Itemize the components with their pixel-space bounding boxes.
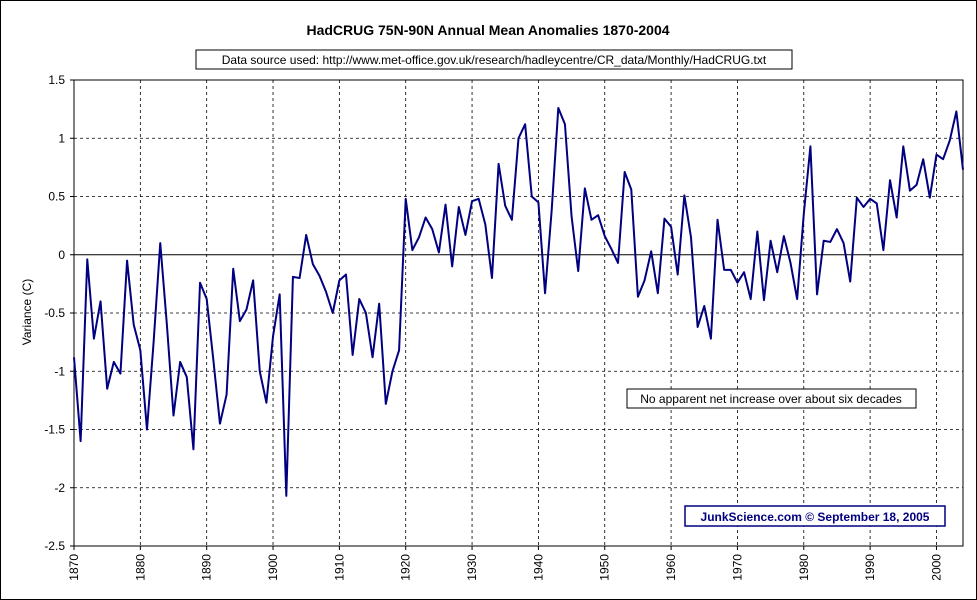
x-tick-label: 1950 <box>598 554 612 581</box>
series-layer <box>73 106 964 497</box>
y-axis-label: Variance (C) <box>20 279 34 345</box>
y-tick-label: 0 <box>58 248 65 262</box>
y-tick-label: -1.5 <box>44 423 65 437</box>
annotation-text: No apparent net increase over about six … <box>640 392 902 406</box>
x-tick-label: 1880 <box>133 554 147 581</box>
annotation-box <box>626 388 917 409</box>
x-tick-label: 1870 <box>67 554 81 581</box>
x-tick-label: 1890 <box>200 554 214 581</box>
x-tick-label: 2000 <box>929 554 943 581</box>
x-tick-label: 1970 <box>730 554 744 581</box>
series-line <box>73 106 964 497</box>
y-tick-label: -0.5 <box>44 306 65 320</box>
x-tick-label: 1900 <box>266 554 280 581</box>
x-tick-label: 1910 <box>332 554 346 581</box>
source-note-box <box>195 49 793 70</box>
y-tick-label: -2.5 <box>44 539 65 553</box>
credit-text: JunkScience.com © September 18, 2005 <box>701 510 930 524</box>
x-tick-label: 1940 <box>531 554 545 581</box>
x-tick-label: 1960 <box>664 554 678 581</box>
x-axis-ticks: 1870 1880 1890 1900 1910 1920 1930 1940 1950 1960… <box>67 546 943 581</box>
x-tick-label: 1920 <box>399 554 413 581</box>
y-tick-label: -2 <box>54 481 65 495</box>
credit-box <box>684 505 946 527</box>
x-tick-label: 1990 <box>863 554 877 581</box>
x-tick-label: 1930 <box>465 554 479 581</box>
chart-title: HadCRUG 75N-90N Annual Mean Anomalies 18… <box>306 22 669 38</box>
y-tick-label: -1 <box>54 364 65 378</box>
y-axis-ticks: 1.5 1 0.5 0 -0.5 -1 -1.5 -2 -2.5 <box>44 73 74 553</box>
y-tick-label: 0.5 <box>48 190 65 204</box>
x-tick-label: 1980 <box>797 554 811 581</box>
y-tick-label: 1 <box>58 131 65 145</box>
y-tick-label: 1.5 <box>48 73 65 87</box>
source-note: Data source used: http://www.met-office.… <box>222 53 767 67</box>
